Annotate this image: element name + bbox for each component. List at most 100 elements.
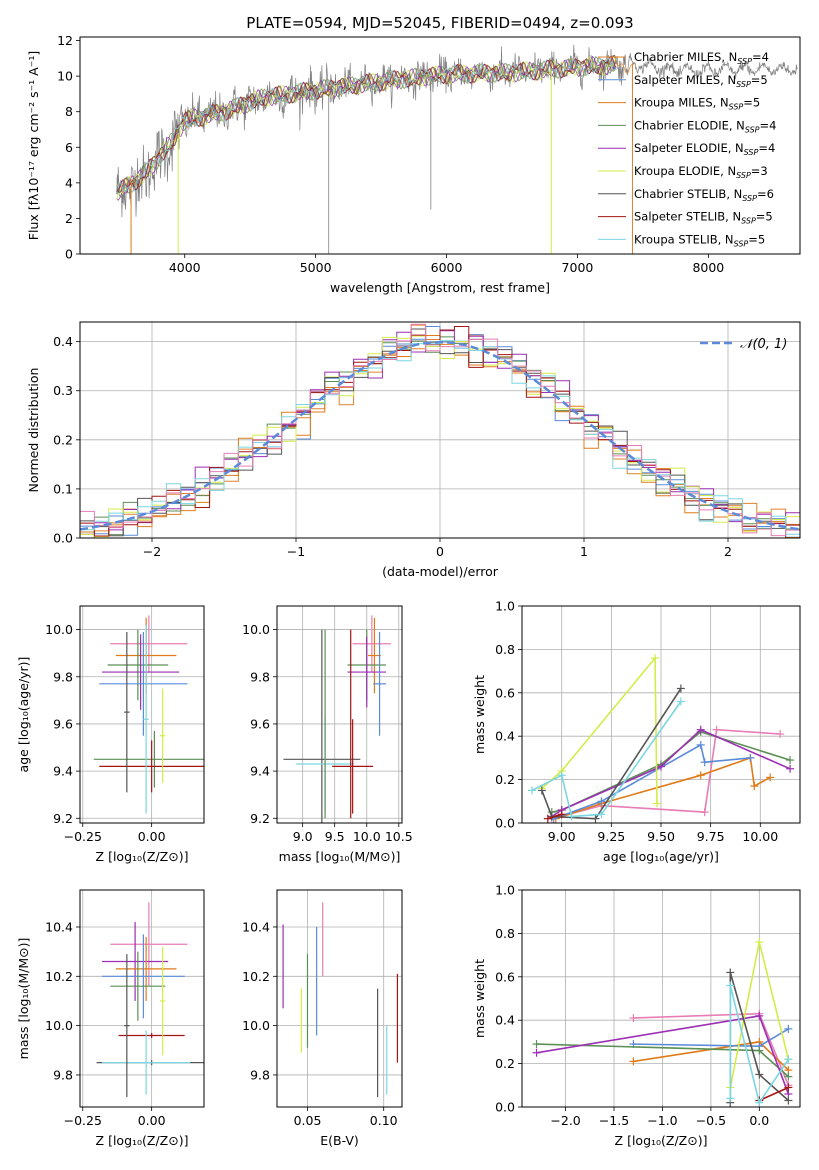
y-tick-label: 0.4 — [495, 729, 515, 744]
y-tick-label: 10.0 — [45, 1018, 73, 1033]
plus-marker — [527, 786, 536, 795]
y-tick-label: 6 — [65, 140, 73, 155]
legend-label: Chabrier MILES, NSSP=4 — [634, 50, 769, 66]
x-tick-label: 9.75 — [697, 829, 725, 844]
axes-frame — [79, 605, 205, 824]
plus-marker — [676, 684, 685, 693]
y-axis-label: Normed distribution — [26, 368, 41, 493]
plus-marker — [567, 812, 576, 821]
plus-marker — [726, 968, 735, 977]
plus-marker — [755, 1046, 764, 1055]
legend-label: Kroupa STELIB, NSSP=5 — [634, 232, 765, 248]
plot-area — [282, 902, 399, 1098]
grid — [277, 606, 402, 823]
plus-marker — [784, 1096, 793, 1105]
y-tick-label: 10.0 — [242, 1018, 270, 1033]
axes-frame — [79, 889, 205, 1108]
y-axis-label: age [log₁₀(age/yr)] — [16, 657, 31, 773]
model-spectrum-line — [116, 55, 617, 192]
y-tick-label: 0 — [65, 247, 73, 262]
y-axis-label: mass [log₁₀(M/M⊙)] — [16, 938, 31, 1060]
plot-area — [116, 44, 798, 254]
x-axis-label: Z [log₁₀(Z/Z⊙)] — [96, 849, 189, 864]
weight-series-line — [758, 1086, 789, 1102]
error-bar-point — [110, 951, 166, 1021]
plus-marker — [766, 773, 775, 782]
plus-marker — [784, 1024, 793, 1033]
y-tick-label: 9.2 — [53, 811, 73, 826]
plot-area — [283, 615, 392, 823]
plus-marker — [591, 814, 600, 823]
y-tick-label: 0.2 — [53, 432, 73, 447]
weight-series-line — [551, 728, 791, 818]
y-tick-label: 9.8 — [53, 1067, 73, 1082]
plus-marker — [746, 753, 755, 762]
x-axis-label: E(B-V) — [320, 1133, 359, 1148]
error-bar-point — [350, 629, 352, 819]
y-tick-label: 10.0 — [45, 622, 73, 637]
plus-marker — [597, 810, 606, 819]
plus-marker — [784, 1055, 793, 1064]
legend: 𝒩(0, 1) — [700, 337, 787, 352]
x-tick-label: 8000 — [692, 260, 724, 275]
x-tick-label: 0.00 — [138, 829, 166, 844]
plus-marker — [696, 725, 705, 734]
y-axis-label: mass weight — [472, 675, 487, 754]
model-spectrum-line — [116, 55, 617, 200]
plus-marker — [700, 758, 709, 767]
weight-series-line — [729, 985, 790, 1105]
error-bar-point — [347, 636, 386, 708]
x-tick-label: 9.0 — [293, 829, 313, 844]
x-tick-label: 1 — [580, 544, 588, 559]
plus-marker — [651, 654, 660, 663]
plus-marker — [537, 786, 546, 795]
grid — [80, 606, 204, 823]
plus-marker — [532, 1040, 541, 1049]
x-tick-label: 10.0 — [353, 829, 381, 844]
legend-label: Kroupa MILES, NSSP=5 — [634, 96, 760, 112]
y-tick-label: 0.4 — [53, 334, 73, 349]
error-bar-point — [107, 629, 169, 701]
legend-label: Salpeter ELODIE, NSSP=4 — [634, 141, 775, 157]
error-bar-point — [110, 615, 188, 673]
plus-marker — [786, 764, 795, 773]
y-tick-label: 9.6 — [53, 716, 73, 731]
axes-mass-vs-ebv: 0.05 0.10 9.8 10.0 10.2 10.4 E(B-V) — [242, 889, 403, 1148]
x-tick-label: 0 — [436, 544, 444, 559]
grid — [522, 605, 800, 824]
model-spectrum-line — [116, 56, 617, 198]
x-tick-label: 10.00 — [742, 829, 778, 844]
error-bar-point — [110, 902, 188, 987]
y-tick-label: 10 — [57, 69, 73, 84]
x-tick-label: 2 — [724, 544, 732, 559]
x-tick-label: 6000 — [431, 260, 463, 275]
plus-marker — [750, 782, 759, 791]
plus-marker — [597, 797, 606, 806]
x-tick-label: 9.25 — [597, 829, 625, 844]
y-tick-label: 9.8 — [250, 669, 270, 684]
x-tick-label: 7000 — [562, 260, 594, 275]
axes-age-vs-z: −0.25 0.00 9.2 9.4 9.6 9.8 10.0 Z [log₁₀(Z/Z⊙)]… — [16, 605, 205, 864]
plus-marker — [726, 1094, 735, 1103]
plus-marker — [784, 1083, 793, 1092]
y-tick-label: 8 — [65, 104, 73, 119]
error-bar-point — [99, 631, 188, 736]
axes-weight-vs-z: −2.0 −1.5 −1.0 −0.5 0.0 0.0 0.2 0.4 0.6 0.8 1.0 Z [… — [472, 883, 801, 1148]
chart-title: PLATE=0594, MJD=52045, FIBERID=0494, z=0… — [246, 14, 633, 32]
normal-curve-line — [80, 340, 800, 531]
plus-marker — [700, 808, 709, 817]
x-tick-label: −1 — [287, 544, 305, 559]
plus-marker — [696, 771, 705, 780]
error-bar-point — [332, 719, 374, 814]
error-bar-point — [115, 936, 177, 1001]
y-tick-label: 0.3 — [53, 383, 73, 398]
plot-area — [96, 902, 204, 1098]
x-tick-label: −0.25 — [64, 1113, 102, 1128]
x-tick-label: 0.0 — [749, 1113, 769, 1128]
plus-marker — [776, 730, 785, 739]
plus-marker — [786, 756, 795, 765]
error-bar-point — [368, 617, 381, 694]
plus-marker — [755, 1011, 764, 1020]
histogram-series — [80, 323, 800, 537]
plus-marker — [755, 1070, 764, 1079]
